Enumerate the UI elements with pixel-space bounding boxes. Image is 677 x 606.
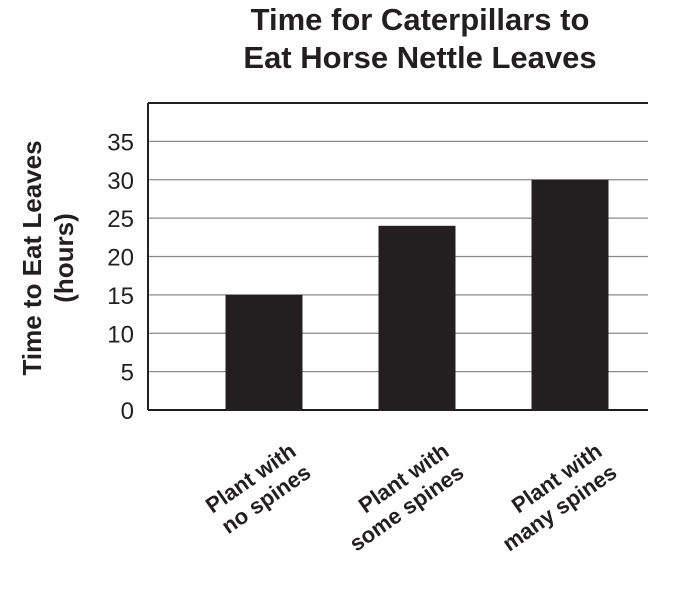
y-tick-labels: 0 5 10 15 20 25 30 35: [107, 129, 134, 425]
y-tick-label: 5: [121, 360, 134, 387]
y-axis-label-line-1: Time to Eat Leaves: [17, 140, 47, 375]
chart-title: Time for Caterpillars to Eat Horse Nettl…: [243, 2, 596, 75]
bar: [378, 225, 456, 410]
plot-frame: [147, 102, 648, 411]
bars: [225, 179, 609, 410]
y-tick-label: 35: [107, 129, 134, 156]
chart-title-line-2: Eat Horse Nettle Leaves: [243, 40, 596, 75]
chart-title-line-1: Time for Caterpillars to: [251, 2, 590, 37]
y-tick-label: 0: [121, 398, 134, 425]
y-tick-label: 25: [107, 206, 134, 233]
bar: [531, 179, 609, 410]
y-tick-label: 10: [107, 321, 134, 348]
bar: [225, 294, 303, 410]
y-axis-label-line-2: (hours): [49, 213, 79, 303]
y-tick-label: 15: [107, 283, 134, 310]
y-tick-label: 20: [107, 245, 134, 272]
y-tick-label: 30: [107, 168, 134, 195]
y-axis-label: Time to Eat Leaves (hours): [17, 140, 79, 375]
